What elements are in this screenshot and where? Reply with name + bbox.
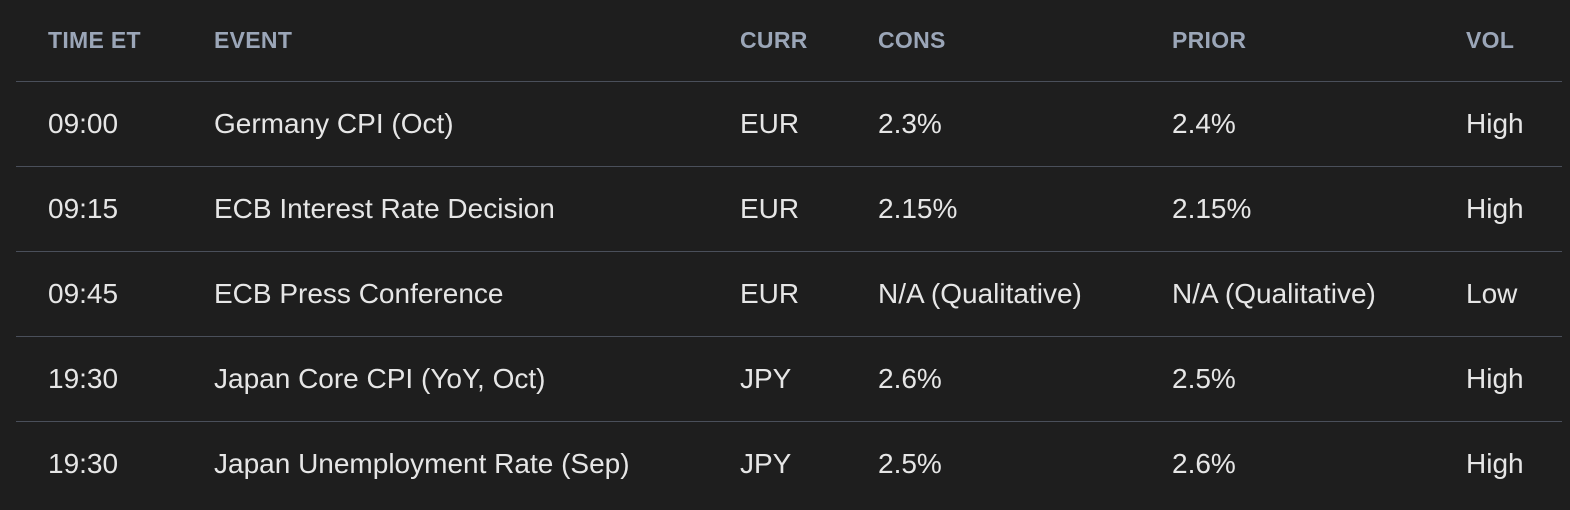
- column-header: CURR: [708, 0, 846, 82]
- cell: Low: [1434, 251, 1562, 337]
- cell: JPY: [740, 448, 792, 479]
- event-row: 19:30 Japan Core CPI (YoY, Oct) JPY 2.6% 2.5…: [16, 336, 1562, 422]
- column-header: EVENT: [182, 0, 708, 82]
- cell: EUR: [708, 81, 846, 167]
- event-row: 09:15 ECB Interest Rate Decision EUR 2.15% 2…: [16, 166, 1562, 252]
- cell: 2.4%: [1140, 81, 1434, 167]
- cell: 2.5%: [1140, 336, 1434, 422]
- column-header: CONS: [846, 0, 1140, 82]
- column-header: VOL: [1434, 0, 1562, 82]
- header-row: TIME ET EVENT CURR CONS PRIOR VOL: [16, 0, 1562, 82]
- cell: 09:45: [16, 251, 182, 337]
- events-table-container: TIME ET EVENT CURR CONS PRIOR VOL 09:00 German…: [16, 0, 1562, 506]
- cell: 2.3%: [846, 81, 1140, 167]
- column-header: PRIOR: [1140, 0, 1434, 82]
- cell: Japan Unemployment Rate (Sep): [214, 448, 630, 479]
- cell: Germany CPI (Oct): [182, 81, 708, 167]
- cell: N/A (Qualitative): [1140, 251, 1434, 337]
- cell: N/A (Qualitative): [846, 251, 1140, 337]
- cell: 19:30: [16, 336, 182, 422]
- cell: EUR: [708, 251, 846, 337]
- cell: 2.15%: [846, 166, 1140, 252]
- cell: 19:30: [48, 448, 119, 479]
- cell: ECB Interest Rate Decision: [182, 166, 708, 252]
- event-row: 09:00 Germany CPI (Oct) EUR 2.3% 2.4% High: [16, 81, 1562, 167]
- event-row: 09:45 ECB Press Conference EUR N/A (Qualita…: [16, 251, 1562, 337]
- cell: 2.6%: [1172, 448, 1236, 479]
- cell: High: [1434, 166, 1562, 252]
- event-row: 19:30 Japan Unemployment Rate (Sep) JPY 2.5…: [16, 422, 1562, 507]
- cell: EUR: [708, 166, 846, 252]
- cell: 2.5%: [878, 448, 942, 479]
- cell: 09:00: [16, 81, 182, 167]
- cell: High: [1466, 448, 1524, 479]
- events-table: TIME ET EVENT CURR CONS PRIOR VOL 09:00 German…: [16, 0, 1562, 506]
- column-header: TIME ET: [16, 0, 182, 82]
- cell: High: [1434, 336, 1562, 422]
- cell: High: [1434, 81, 1562, 167]
- cell: 2.6%: [846, 336, 1140, 422]
- cell: JPY: [708, 336, 846, 422]
- cell: 2.15%: [1140, 166, 1434, 252]
- cell: ECB Press Conference: [182, 251, 708, 337]
- cell: Japan Core CPI (YoY, Oct): [182, 336, 708, 422]
- cell: 09:15: [16, 166, 182, 252]
